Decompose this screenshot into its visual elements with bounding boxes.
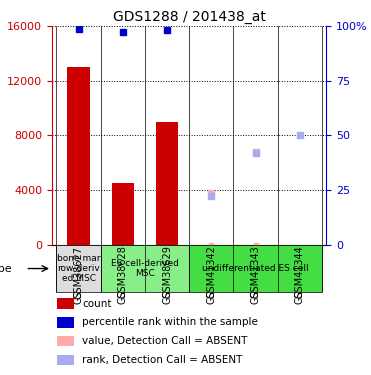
Text: GSM38629: GSM38629	[162, 246, 172, 298]
Text: percentile rank within the sample: percentile rank within the sample	[82, 318, 258, 327]
Bar	[58, 298, 74, 309]
Text: GSM38627: GSM38627	[73, 246, 83, 298]
Text: GSM41344: GSM41344	[295, 246, 305, 298]
Bar	[58, 317, 74, 328]
Bar	[68, 67, 89, 244]
FancyBboxPatch shape	[56, 244, 101, 292]
FancyBboxPatch shape	[189, 244, 322, 292]
Bar	[156, 122, 178, 244]
Bar	[112, 183, 134, 244]
Text: rank, Detection Call = ABSENT: rank, Detection Call = ABSENT	[82, 355, 243, 365]
Text: undifferentiated ES cell: undifferentiated ES cell	[202, 264, 309, 273]
Text: GSM41343: GSM41343	[251, 246, 261, 298]
Text: cell type: cell type	[0, 264, 12, 273]
Text: count: count	[82, 298, 112, 309]
Text: GSM41342: GSM41342	[206, 246, 216, 298]
Text: bone mar
row-deriv
ed MSC: bone mar row-deriv ed MSC	[57, 254, 100, 284]
FancyBboxPatch shape	[101, 244, 189, 292]
Text: GSM38628: GSM38628	[118, 246, 128, 298]
Bar	[58, 336, 74, 346]
Text: value, Detection Call = ABSENT: value, Detection Call = ABSENT	[82, 336, 247, 346]
Text: ES cell-derived
MSC: ES cell-derived MSC	[111, 259, 179, 278]
Title: GDS1288 / 201438_at: GDS1288 / 201438_at	[113, 10, 266, 24]
Bar	[58, 355, 74, 365]
